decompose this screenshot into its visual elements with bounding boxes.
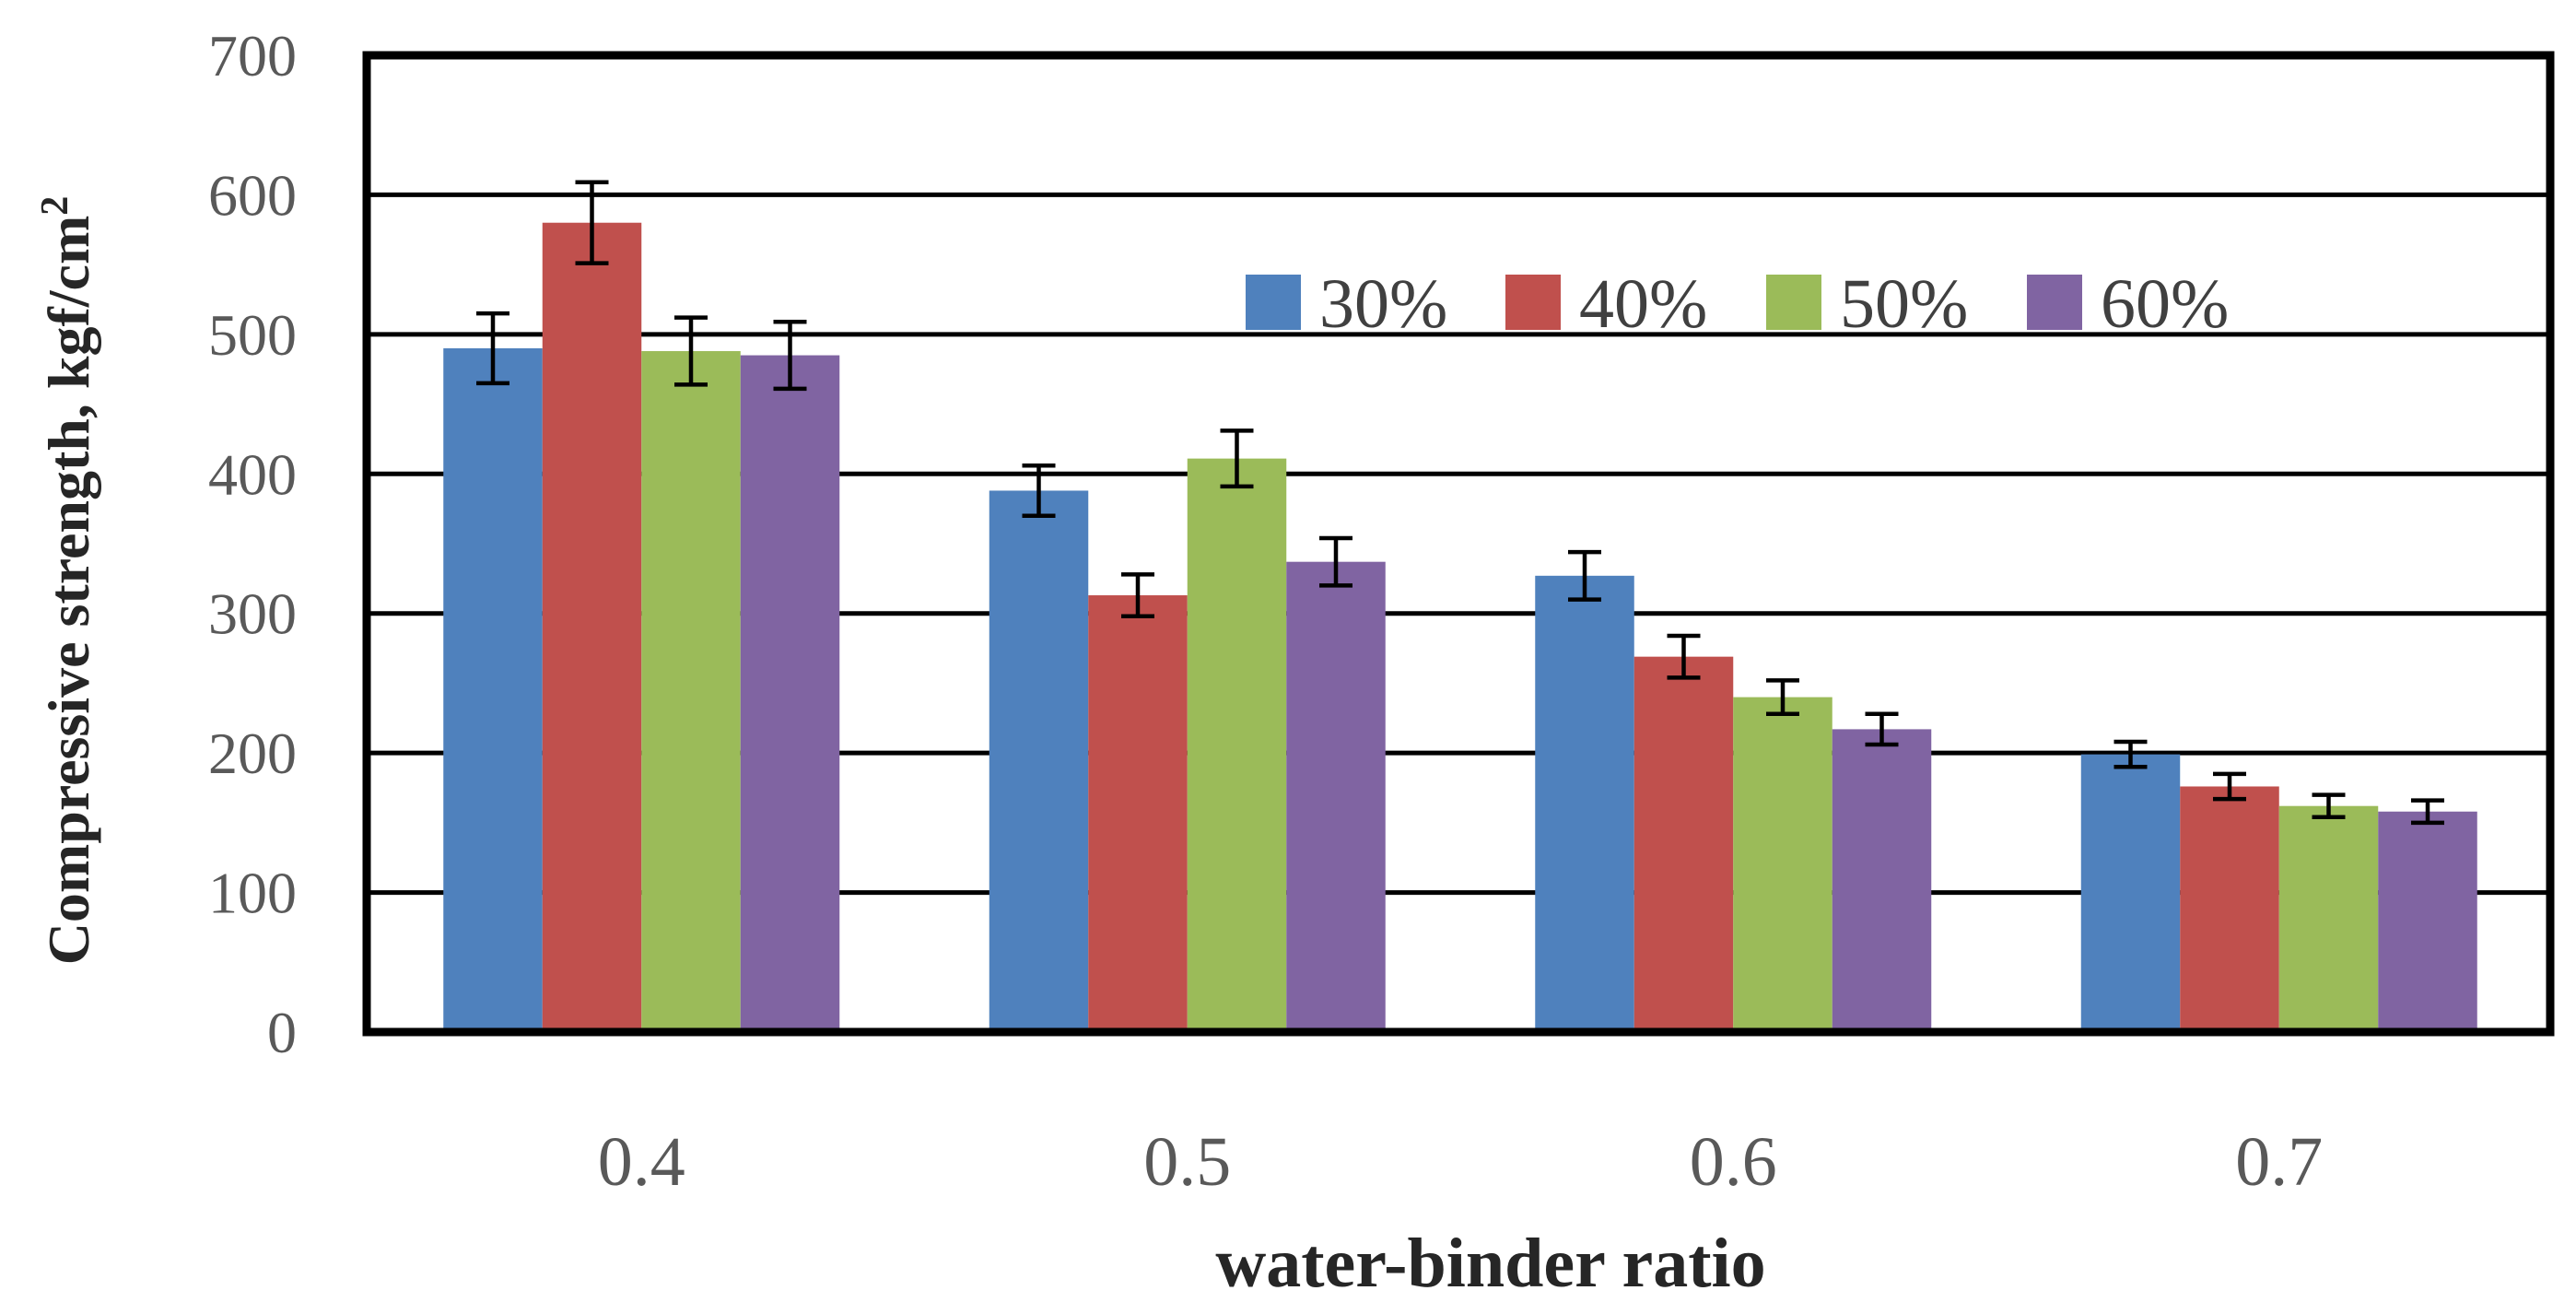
legend-swatch [2027,275,2082,330]
bar-40pct-0.5 [1088,595,1188,1032]
bar-50pct-0.6 [1733,697,1832,1032]
legend-swatch [1505,275,1561,330]
y-tick-label: 300 [208,581,297,647]
bar-60pct-0.7 [2378,811,2477,1032]
y-axis-title-text: Compressive strength, kgf/cm [36,216,101,966]
error-bar [2411,798,2444,826]
error-bar [773,319,807,392]
bar-30pct-0.5 [989,490,1089,1032]
legend-item: 30% [1246,265,1447,343]
error-bar [1220,428,1254,489]
bar-30pct-0.7 [2080,754,2181,1032]
legend-label: 60% [2101,265,2229,343]
legend-swatch [1246,275,1301,330]
bar-60pct-0.6 [1832,729,1932,1032]
bar-30pct-0.4 [443,348,543,1032]
x-axis-title: water-binder ratio [1215,1225,1765,1302]
x-tick-label: 0.6 [1690,1123,1777,1201]
bar-40pct-0.6 [1633,656,1734,1032]
bar-50pct-0.5 [1187,458,1287,1033]
error-bar [1766,678,1799,716]
error-bar [1667,633,1701,680]
x-tick-label: 0.4 [598,1123,685,1201]
x-tick-label: 0.5 [1143,1123,1231,1201]
error-bar [575,180,609,265]
y-tick-label: 600 [208,162,297,228]
error-bar [2312,792,2346,820]
y-axis-title: Compressive strength, kgf/cm2 [34,196,101,966]
legend-label: 40% [1579,265,1707,343]
error-bars [476,180,2444,826]
error-bar [1865,711,1899,747]
bar-40pct-0.4 [542,222,642,1032]
error-bar [2213,771,2246,802]
legend-label: 30% [1319,265,1447,343]
legend-item: 40% [1505,265,1707,343]
error-bar [674,315,708,387]
legend-item: 50% [1766,265,1968,343]
y-axis-ticks: 0 100 200 300 400 500 600 700 [208,23,297,1065]
legend: 30% 40% 50% 60% [1246,265,2229,343]
bar-50pct-0.4 [641,351,741,1032]
x-tick-label: 0.7 [2235,1123,2323,1201]
bar-40pct-0.7 [2180,786,2279,1032]
legend-item: 60% [2027,265,2229,343]
error-bar [1022,463,1056,518]
y-tick-label: 700 [208,23,297,88]
bar-30pct-0.6 [1535,575,1634,1032]
y-tick-label: 500 [208,302,297,368]
plot-frame [362,51,2555,1037]
bars [443,222,2477,1033]
x-axis-ticks: 0.4 0.5 0.6 0.7 [598,1123,2324,1201]
bar-60pct-0.5 [1286,561,1386,1032]
y-tick-label: 100 [208,861,297,926]
y-tick-label: 400 [208,441,297,507]
error-bar [1568,549,1601,602]
y-axis-title-superscript: 2 [34,196,76,216]
error-bar [1319,535,1352,588]
legend-label: 50% [1840,265,1968,343]
y-tick-label: 200 [208,721,297,786]
error-bar [2113,739,2148,769]
y-tick-label: 0 [267,1000,297,1065]
error-bar [1121,572,1154,618]
bar-50pct-0.7 [2278,805,2379,1032]
error-bar [476,311,509,386]
legend-swatch [1766,275,1821,330]
bar-60pct-0.4 [740,355,840,1033]
